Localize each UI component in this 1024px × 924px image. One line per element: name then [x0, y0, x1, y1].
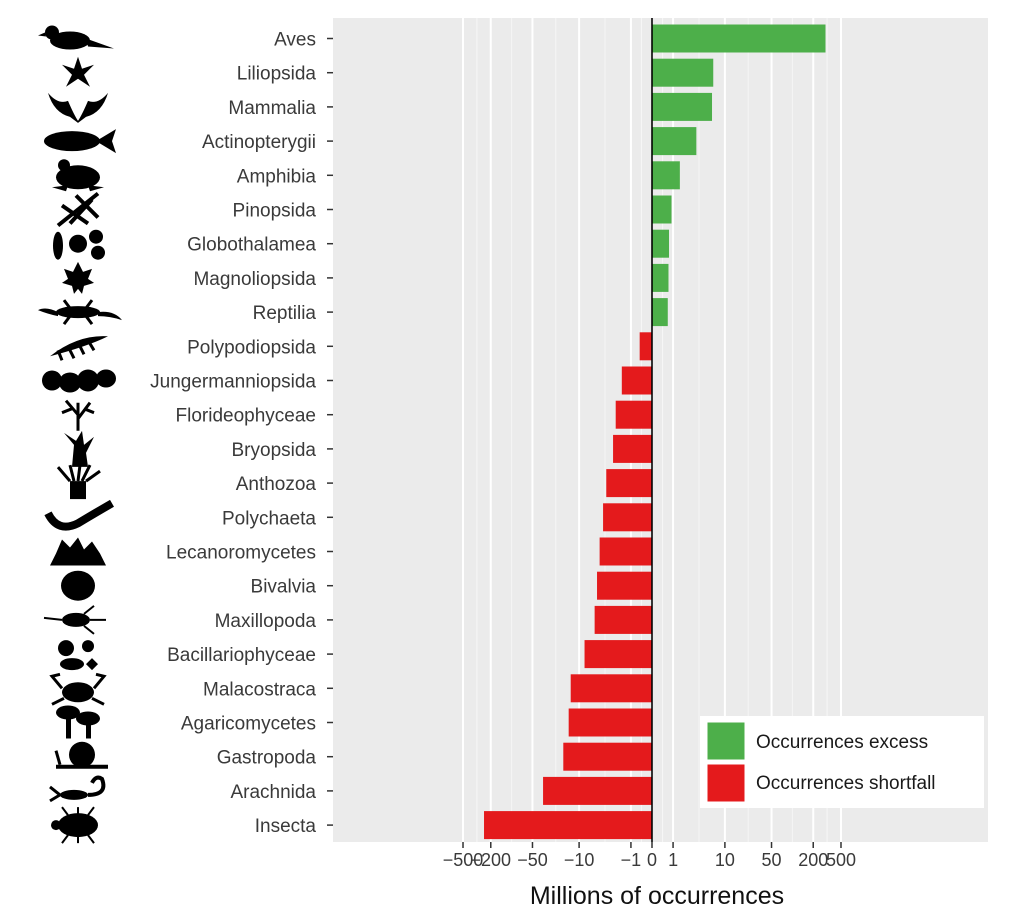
bird-icon — [38, 25, 114, 50]
bar-magnoliopsida — [652, 263, 669, 292]
bar-gastropoda — [563, 742, 652, 771]
category-label: Lecanoromycetes — [166, 543, 316, 564]
legend-label-excess: Occurrences excess — [756, 732, 928, 753]
bar-arachnida — [543, 776, 652, 805]
frog-icon — [52, 159, 104, 192]
bar-reptilia — [652, 298, 668, 327]
category-label: Maxillopoda — [215, 611, 317, 632]
foraminifera-icon — [53, 229, 105, 260]
category-label: Mammalia — [228, 98, 316, 119]
bar-maxillopoda — [594, 605, 652, 634]
x-tick-label: −50 — [517, 850, 548, 870]
category-label: Jungermanniopsida — [150, 372, 316, 393]
bars — [484, 24, 826, 840]
maple-leaf-icon — [62, 261, 94, 294]
category-label: Malacostraca — [203, 679, 316, 700]
x-tick-label: 500 — [826, 850, 856, 870]
bar-malacostraca — [570, 674, 652, 703]
category-label: Bivalvia — [251, 577, 317, 598]
beetle-icon — [51, 806, 98, 844]
bar-jungermanniopsida — [621, 366, 652, 395]
bar-globothalamea — [652, 229, 670, 258]
category-label: Reptilia — [253, 303, 317, 324]
bar-agaricomycetes — [568, 708, 652, 737]
bar-polychaeta — [603, 503, 652, 532]
category-label: Bryopsida — [232, 440, 317, 461]
bar-insecta — [484, 811, 652, 840]
mushroom-icon — [56, 705, 100, 739]
legend-key-excess — [706, 721, 746, 761]
bar-anthozoa — [606, 469, 652, 498]
lily-icon — [62, 56, 94, 87]
bar-pinopsida — [652, 195, 672, 224]
clam-icon — [61, 570, 95, 601]
x-tick-label: −200 — [471, 850, 512, 870]
red-alga-icon — [61, 399, 95, 431]
category-label: Actinopterygii — [202, 132, 316, 153]
plot-panel — [333, 18, 988, 842]
x-tick-label: −10 — [564, 850, 595, 870]
bar-bryopsida — [613, 434, 652, 463]
scorpion-icon — [49, 775, 106, 803]
category-label: Polypodiopsida — [187, 337, 316, 358]
fish-icon — [44, 129, 116, 154]
lizard-icon — [38, 299, 122, 326]
category-label: Agaricomycetes — [181, 714, 316, 735]
category-label: Globothalamea — [187, 235, 316, 256]
x-tick-label: 0 — [647, 850, 657, 870]
bar-bivalvia — [597, 571, 652, 600]
taxon-icons — [38, 25, 122, 844]
copepod-icon — [43, 605, 106, 635]
bat-icon — [48, 92, 108, 123]
bar-polypodiopsida — [639, 332, 652, 361]
bar-florideophyceae — [615, 400, 652, 429]
liverwort-icon — [42, 369, 116, 393]
category-labels: Aves Liliopsida Mammalia Actinopterygii Amph… — [150, 30, 333, 837]
category-label: Liliopsida — [237, 64, 317, 85]
category-label: Polychaeta — [222, 508, 316, 529]
x-tick-label: −1 — [621, 850, 642, 870]
category-label: Florideophyceae — [176, 406, 316, 427]
category-label: Bacillariophyceae — [167, 645, 316, 666]
legend-label-shortfall: Occurrences shortfall — [756, 773, 936, 794]
category-label: Pinopsida — [233, 201, 317, 222]
crab-icon — [49, 672, 107, 706]
legend: Occurrences excess Occurrences shortfall — [700, 716, 984, 808]
category-label: Insecta — [255, 816, 317, 837]
worm-icon — [44, 499, 114, 531]
anemone-icon — [56, 464, 101, 500]
category-label: Arachnida — [230, 782, 316, 803]
category-label: Gastropoda — [217, 748, 317, 769]
bar-mammalia — [652, 92, 713, 121]
bar-actinopterygii — [652, 127, 697, 156]
bar-liliopsida — [652, 58, 714, 87]
legend-key-shortfall — [706, 763, 746, 803]
category-label: Aves — [274, 30, 316, 51]
x-tick-label: −500 — [443, 850, 484, 870]
bar-amphibia — [652, 161, 680, 190]
bar-lecanoromycetes — [599, 537, 652, 566]
fern-icon — [50, 336, 108, 361]
x-tick-label: 50 — [762, 850, 782, 870]
category-label: Magnoliopsida — [193, 269, 316, 290]
moss-icon — [64, 430, 94, 467]
legend-background — [700, 716, 984, 808]
category-label: Anthozoa — [236, 474, 317, 495]
bar-bacillariophyceae — [584, 640, 652, 669]
pine-icon — [56, 191, 100, 228]
x-tick-label: 1 — [668, 850, 678, 870]
snail-icon — [54, 741, 108, 769]
diatom-icon — [58, 640, 98, 671]
x-tick-label: 200 — [798, 850, 828, 870]
category-label: Amphibia — [237, 166, 317, 187]
x-axis-title: Millions of occurrences — [530, 882, 784, 910]
lichen-icon — [50, 537, 106, 566]
bar-aves — [652, 24, 826, 53]
x-tick-label: 10 — [715, 850, 735, 870]
